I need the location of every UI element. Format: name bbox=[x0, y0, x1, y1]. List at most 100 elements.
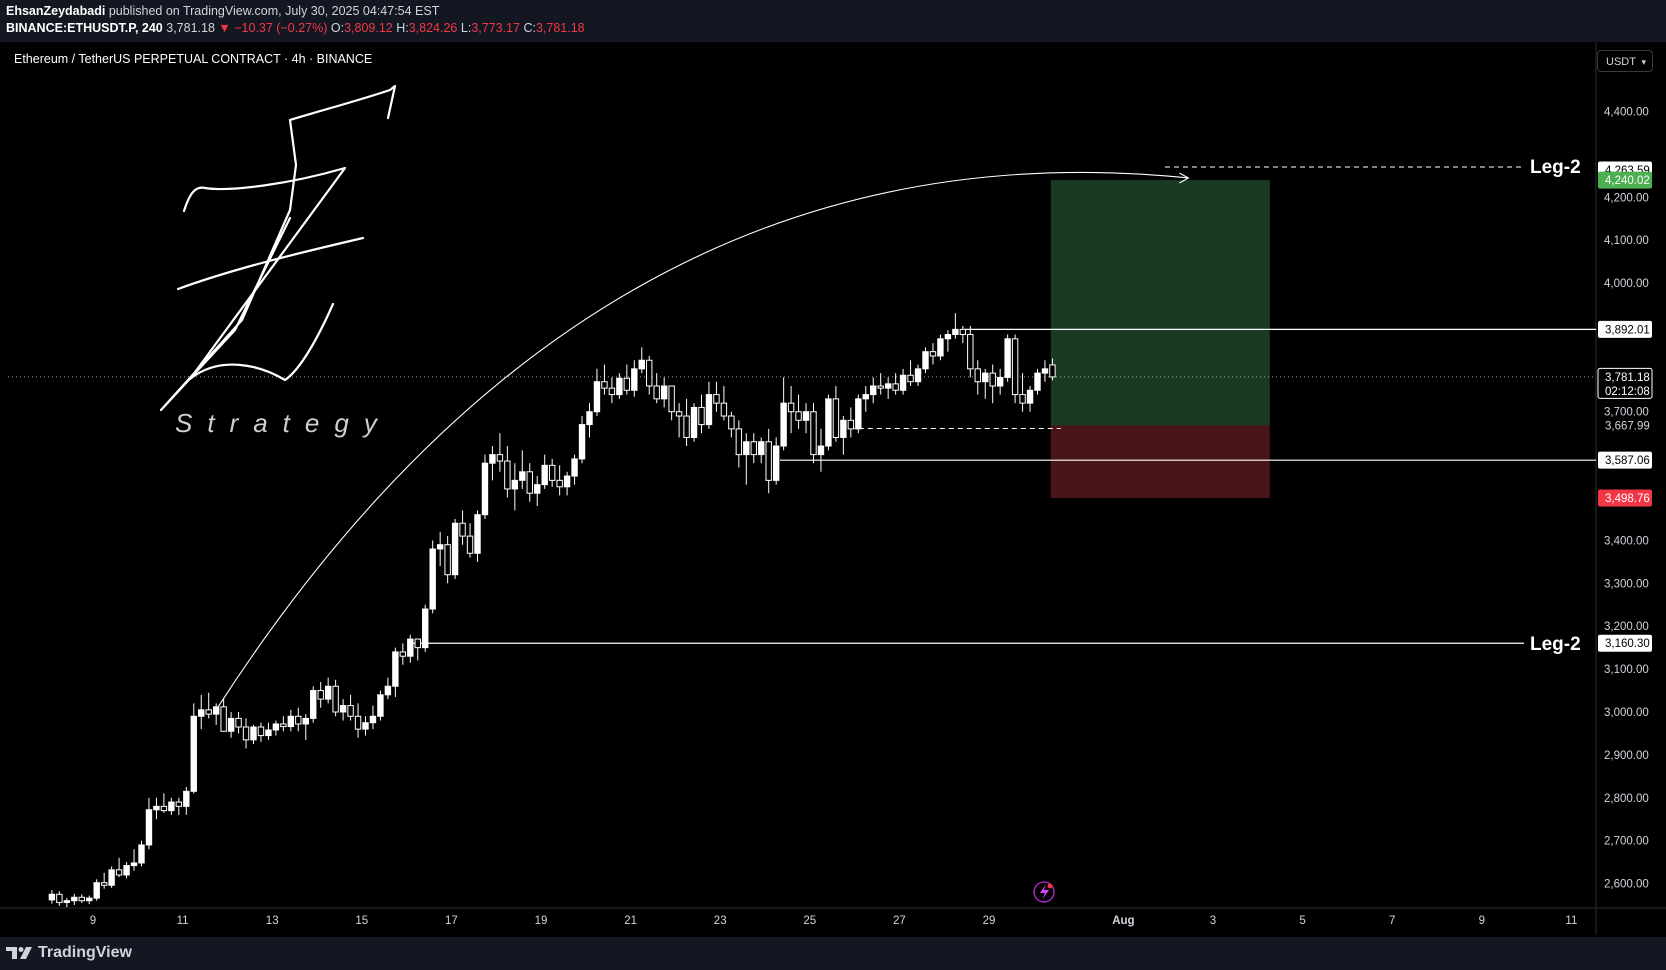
candle[interactable] bbox=[899, 368, 907, 395]
candle[interactable] bbox=[317, 681, 324, 708]
candle[interactable] bbox=[660, 377, 668, 408]
candle[interactable] bbox=[168, 797, 175, 815]
candle[interactable] bbox=[407, 634, 414, 663]
candle[interactable] bbox=[631, 360, 638, 397]
candle[interactable] bbox=[86, 895, 93, 905]
candle[interactable] bbox=[227, 711, 235, 738]
candle[interactable] bbox=[877, 373, 884, 395]
candle[interactable] bbox=[989, 364, 996, 404]
candle[interactable] bbox=[765, 428, 772, 494]
candle[interactable] bbox=[817, 428, 825, 472]
candle[interactable] bbox=[720, 385, 728, 421]
candle[interactable] bbox=[429, 540, 436, 614]
candle[interactable] bbox=[451, 518, 459, 580]
candle[interactable] bbox=[138, 840, 145, 867]
candle[interactable] bbox=[205, 692, 212, 719]
candle[interactable] bbox=[496, 433, 504, 472]
candle[interactable] bbox=[519, 450, 526, 489]
candle[interactable] bbox=[347, 694, 354, 721]
candle[interactable] bbox=[1004, 334, 1011, 382]
price-tag[interactable]: 3,160.30 bbox=[1598, 634, 1652, 652]
candle[interactable] bbox=[832, 385, 840, 442]
candle[interactable] bbox=[780, 377, 787, 451]
leg-label[interactable]: Leg-2 bbox=[1530, 157, 1581, 178]
candle[interactable] bbox=[466, 523, 474, 558]
candle[interactable] bbox=[892, 373, 899, 395]
candle[interactable] bbox=[944, 330, 952, 352]
candle[interactable] bbox=[481, 454, 489, 519]
tradingview-brand[interactable]: TradingView bbox=[6, 944, 132, 962]
candle[interactable] bbox=[71, 893, 78, 905]
candle[interactable] bbox=[48, 889, 56, 904]
candle[interactable] bbox=[959, 325, 967, 344]
candle[interactable] bbox=[474, 510, 481, 562]
candle[interactable] bbox=[1011, 334, 1019, 404]
candle[interactable] bbox=[795, 394, 802, 429]
projection-arc[interactable] bbox=[217, 171, 1189, 708]
candle[interactable] bbox=[100, 872, 108, 889]
candle[interactable] bbox=[541, 454, 548, 489]
candle[interactable] bbox=[1034, 368, 1041, 395]
candle[interactable] bbox=[310, 686, 317, 723]
candle[interactable] bbox=[115, 857, 123, 878]
candle[interactable] bbox=[556, 465, 563, 496]
candle[interactable] bbox=[683, 398, 690, 447]
candle[interactable] bbox=[952, 313, 959, 339]
candle[interactable] bbox=[93, 879, 100, 901]
candle[interactable] bbox=[735, 420, 743, 468]
candle[interactable] bbox=[302, 714, 309, 740]
candle[interactable] bbox=[623, 364, 631, 395]
candle[interactable] bbox=[212, 703, 220, 725]
candle[interactable] bbox=[967, 325, 974, 378]
candle[interactable] bbox=[586, 403, 593, 438]
candle[interactable] bbox=[884, 377, 892, 399]
candle[interactable] bbox=[907, 360, 914, 386]
candle[interactable] bbox=[145, 797, 153, 850]
target-zone[interactable] bbox=[1050, 180, 1270, 426]
candle[interactable] bbox=[130, 849, 138, 871]
candle[interactable] bbox=[489, 446, 496, 481]
candle[interactable] bbox=[787, 385, 795, 434]
candle[interactable] bbox=[974, 360, 981, 395]
candle[interactable] bbox=[504, 446, 511, 498]
candle[interactable] bbox=[369, 705, 377, 730]
price-tag[interactable]: 3,781.18 02:12:08 bbox=[1597, 367, 1653, 399]
candle[interactable] bbox=[534, 476, 541, 507]
candle[interactable] bbox=[937, 334, 944, 361]
candle[interactable] bbox=[339, 699, 347, 721]
candle[interactable] bbox=[825, 394, 832, 451]
candle[interactable] bbox=[384, 677, 392, 700]
candle[interactable] bbox=[705, 381, 713, 429]
candle[interactable] bbox=[332, 679, 339, 717]
candle[interactable] bbox=[324, 677, 332, 704]
candle[interactable] bbox=[63, 898, 71, 908]
candle[interactable] bbox=[929, 343, 937, 365]
candle[interactable] bbox=[295, 707, 302, 732]
candle[interactable] bbox=[982, 368, 989, 399]
price-tag[interactable]: 3,892.01 bbox=[1598, 320, 1652, 338]
candle[interactable] bbox=[548, 458, 556, 487]
candle[interactable] bbox=[870, 377, 877, 404]
candle[interactable] bbox=[698, 394, 705, 434]
candle[interactable] bbox=[668, 385, 675, 421]
candle[interactable] bbox=[996, 368, 1004, 395]
currency-selector[interactable]: USDT ▾ bbox=[1597, 50, 1653, 72]
candle[interactable] bbox=[399, 643, 407, 665]
candle[interactable] bbox=[444, 536, 451, 584]
candle[interactable] bbox=[1026, 385, 1034, 412]
author-name[interactable]: EhsanZeydabadi bbox=[6, 4, 106, 18]
candle[interactable] bbox=[1019, 373, 1026, 412]
candle[interactable] bbox=[56, 891, 63, 906]
price-tag[interactable]: 3,498.76 bbox=[1598, 489, 1652, 507]
candle[interactable] bbox=[922, 347, 929, 374]
candle[interactable] bbox=[802, 403, 810, 434]
candle[interactable] bbox=[1049, 358, 1056, 381]
candle[interactable] bbox=[354, 703, 362, 738]
candle[interactable] bbox=[436, 531, 444, 567]
candle[interactable] bbox=[690, 403, 698, 442]
candle[interactable] bbox=[593, 368, 601, 417]
candle[interactable] bbox=[198, 694, 205, 730]
candle[interactable] bbox=[743, 433, 750, 485]
candle[interactable] bbox=[362, 716, 369, 736]
price-tag[interactable]: 4,240.02 bbox=[1598, 171, 1652, 189]
